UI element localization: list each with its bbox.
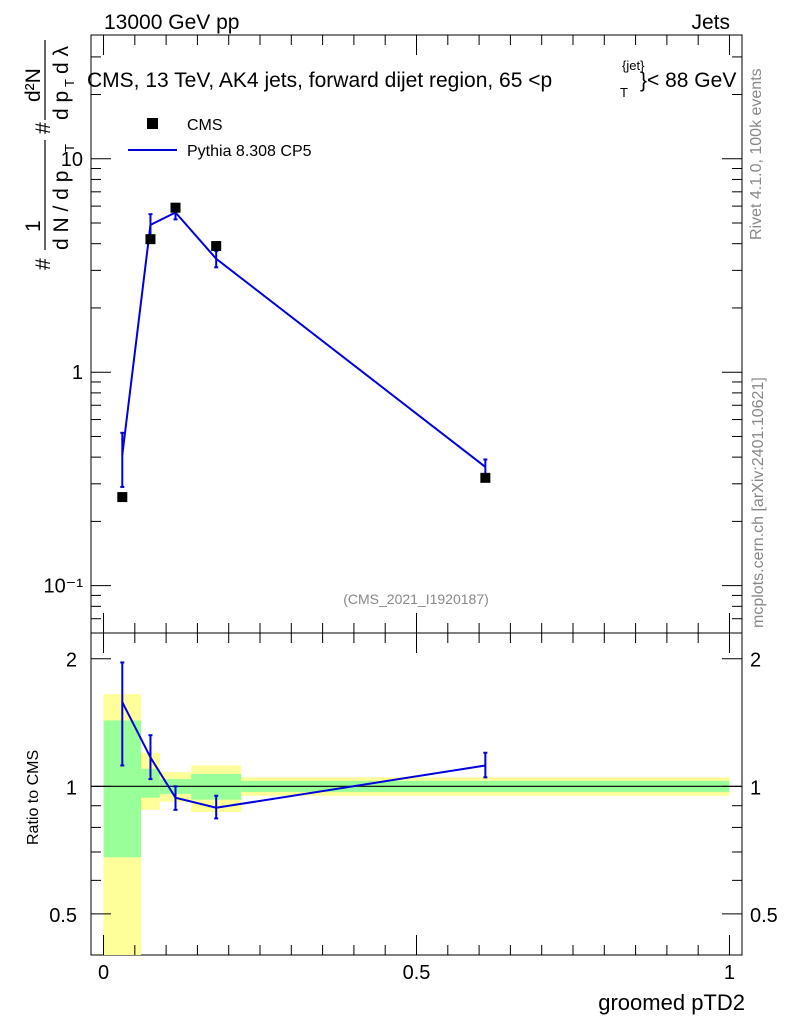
y-label-d2n-den-tail: d λ bbox=[50, 45, 73, 74]
main-axis-ticks: 10⁻¹ 1 10 bbox=[44, 35, 742, 634]
analysis-watermark: (CMS_2021_I1920187) bbox=[343, 591, 489, 607]
title-sup: {jet} bbox=[622, 58, 645, 73]
legend-pythia-label: Pythia 8.308 CP5 bbox=[187, 143, 312, 160]
title-sub: T bbox=[620, 85, 628, 100]
ratio-y-label: Ratio to CMS bbox=[25, 750, 42, 845]
ratio-band-green bbox=[141, 768, 160, 798]
ratio-ytick-label: 1 bbox=[66, 777, 77, 799]
main-ytick-label: 10⁻¹ bbox=[44, 576, 84, 598]
ratio-ytick-label: 2 bbox=[66, 650, 77, 672]
ratio-uncertainty-bands bbox=[91, 694, 742, 955]
y-label-d2n-den: d p bbox=[50, 91, 73, 120]
ratio-ytick-label-right: 2 bbox=[750, 650, 761, 672]
y-label-d2n: d²N bbox=[22, 68, 45, 102]
ratio-ytick-label-right: 0.5 bbox=[750, 905, 778, 927]
rivet-label: Rivet 4.1.0, 100k events bbox=[748, 68, 765, 240]
y-label-den: d N / d p bbox=[50, 171, 73, 250]
xtick-label: 0.5 bbox=[403, 962, 431, 984]
main-y-axis-label: # 1 d N / d p T # d²N d p T d λ bbox=[22, 40, 77, 270]
ratio-ytick-label: 0.5 bbox=[49, 905, 77, 927]
xtick-label: 1 bbox=[724, 962, 735, 984]
xtick-label: 0 bbox=[98, 962, 109, 984]
main-title: CMS, 13 TeV, AK4 jets, forward dijet reg… bbox=[87, 58, 736, 100]
cms-data-point bbox=[145, 234, 156, 245]
y-label-hash-2: # bbox=[32, 122, 55, 134]
main-ytick-label: 1 bbox=[72, 362, 83, 384]
ratio-axis-ticks: 0.5 0.5 1 1 2 2 0 0.5 1 bbox=[49, 633, 778, 984]
legend-cms-label: CMS bbox=[187, 117, 223, 134]
y-label-d2n-den-sub: T bbox=[62, 79, 77, 87]
main-ytick-label: 10 bbox=[61, 149, 83, 171]
y-label-hash: # bbox=[32, 258, 55, 270]
x-axis-label: groomed pTD2 bbox=[598, 990, 745, 1015]
pythia-line bbox=[121, 211, 486, 468]
mcplots-label: mcplots.cern.ch [arXiv:2401.10621] bbox=[750, 377, 767, 628]
cms-data-point bbox=[211, 241, 222, 252]
y-label-num: 1 bbox=[22, 220, 45, 232]
title-post: }< 88 GeV bbox=[640, 69, 736, 92]
main-series bbox=[117, 202, 491, 503]
cms-data-point bbox=[170, 202, 181, 213]
y-label-den-sub: T bbox=[62, 144, 77, 152]
cms-data-point bbox=[117, 492, 128, 503]
header-right: Jets bbox=[691, 11, 730, 34]
ratio-ytick-label-right: 1 bbox=[750, 777, 761, 799]
legend-cms-marker bbox=[147, 118, 158, 129]
cms-data-point bbox=[480, 472, 491, 483]
ratio-series bbox=[120, 661, 488, 820]
title-pre: CMS, 13 TeV, AK4 jets, forward dijet reg… bbox=[87, 69, 552, 92]
header-left: 13000 GeV pp bbox=[104, 11, 239, 34]
legend: CMS Pythia 8.308 CP5 bbox=[128, 117, 312, 160]
